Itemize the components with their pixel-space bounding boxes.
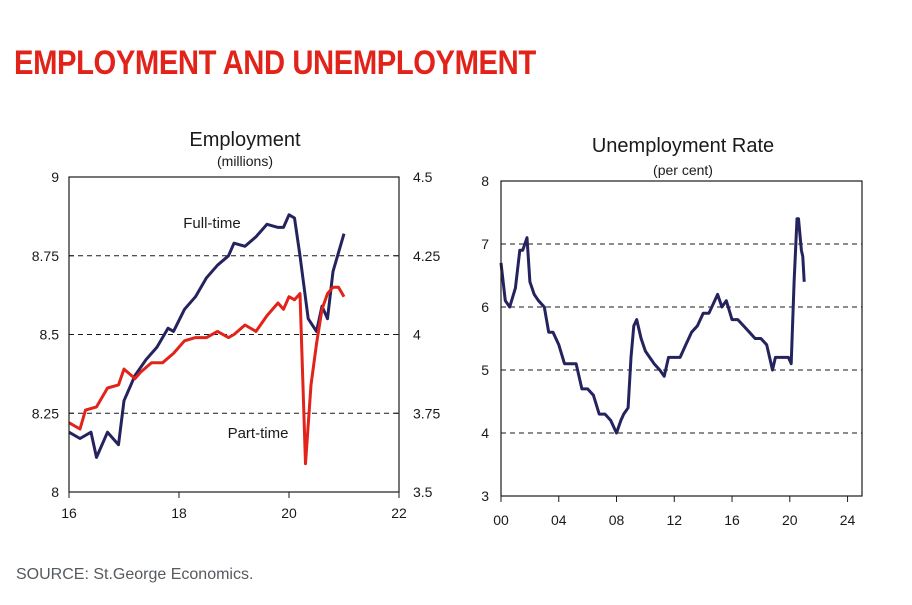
y-right-tick-label: 4: [413, 327, 421, 343]
y-left-tick-label: 8: [51, 484, 59, 500]
unemployment-ticks: 3 4 5 6 7 8 00 04 08 12 16 20 24: [481, 173, 855, 528]
unemployment-chart: Unemployment Rate (per cent) 3 4 5 6 7 8 00 04 0…: [481, 135, 863, 528]
x-tick-label: 22: [391, 505, 407, 521]
y-right-tick-label: 4.5: [413, 169, 433, 185]
employment-chart: Employment (millions) 8 8.25 8.5 8.75 9 3.5 3.…: [32, 129, 441, 521]
x-tick-label: 18: [171, 505, 187, 521]
y-tick-label: 8: [481, 173, 489, 189]
y-tick-label: 7: [481, 236, 489, 252]
part-time-label: Part-time: [228, 425, 289, 442]
y-tick-label: 4: [481, 425, 489, 441]
unemployment-plot-frame: [500, 180, 863, 497]
y-tick-label: 5: [481, 362, 489, 378]
full-time-line: [68, 213, 346, 459]
y-left-tick-label: 8.5: [40, 327, 60, 343]
y-tick-label: 6: [481, 299, 489, 315]
unemployment-subtitle: (per cent): [653, 162, 713, 178]
unemployment-series: [499, 217, 806, 435]
x-tick-label: 04: [551, 512, 567, 528]
y-left-tick-label: 8.75: [32, 248, 59, 264]
part-time-line: [68, 285, 346, 466]
employment-subtitle: (millions): [217, 153, 273, 169]
y-right-tick-label: 4.25: [413, 248, 440, 264]
y-tick-label: 3: [481, 488, 489, 504]
source-note: SOURCE: St.George Economics.: [16, 566, 254, 583]
employment-title: Employment: [189, 129, 301, 151]
x-tick-label: 24: [840, 512, 856, 528]
x-tick-label: 16: [61, 505, 77, 521]
y-left-tick-label: 8.25: [32, 405, 59, 421]
full-time-label: Full-time: [183, 215, 241, 232]
x-tick-label: 12: [666, 512, 682, 528]
y-right-tick-label: 3.5: [413, 484, 433, 500]
x-tick-label: 00: [493, 512, 509, 528]
employment-series: [68, 213, 346, 466]
page-title: EMPLOYMENT AND UNEMPLOYMENT: [14, 44, 536, 82]
x-tick-label: 08: [609, 512, 625, 528]
x-tick-label: 20: [281, 505, 297, 521]
employment-ticks: 8 8.25 8.5 8.75 9 3.5 3.75 4 4.25 4.5 16 18 20 22: [32, 169, 441, 521]
unemployment-rate-line: [499, 217, 806, 435]
y-right-tick-label: 3.75: [413, 405, 440, 421]
y-left-tick-label: 9: [51, 169, 59, 185]
x-tick-label: 16: [724, 512, 740, 528]
unemployment-title: Unemployment Rate: [592, 135, 774, 157]
x-tick-label: 20: [782, 512, 798, 528]
